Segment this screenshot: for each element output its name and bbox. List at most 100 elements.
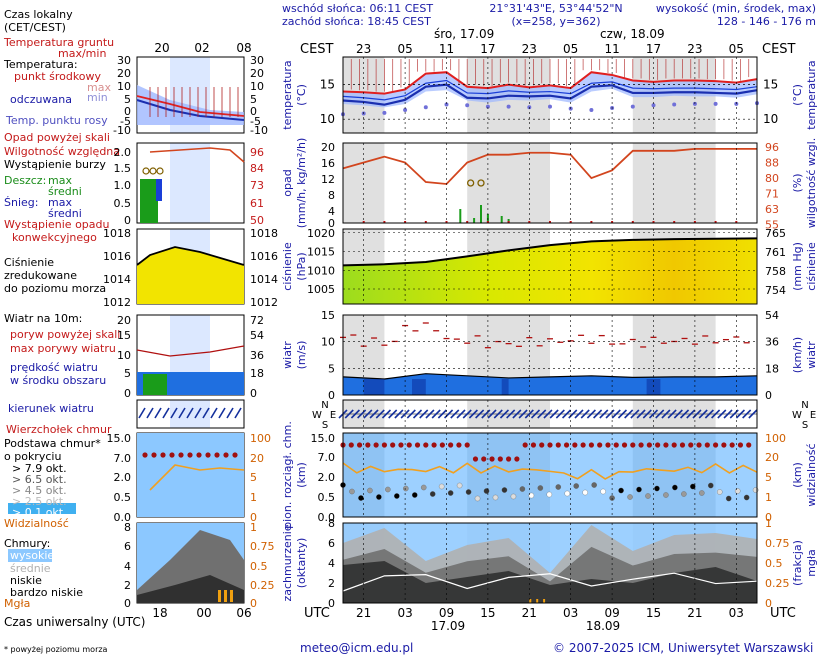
cloud-top-point bbox=[439, 442, 445, 448]
legend-okt-0: > 7.9 okt. bbox=[12, 462, 67, 475]
dewpoint-point bbox=[630, 104, 635, 109]
local-hour-tick: 11 bbox=[604, 42, 619, 56]
precip-tick-left: 0 bbox=[328, 217, 335, 230]
utc-hour-tick: 09 bbox=[604, 606, 619, 620]
legend-right-tick: 0 bbox=[250, 387, 257, 400]
legend-left-tick: 10 bbox=[117, 349, 131, 362]
cloud-top-point bbox=[671, 442, 677, 448]
legend-left-tick: 6 bbox=[124, 540, 131, 553]
convective-marker bbox=[652, 221, 655, 223]
utc-hour-tick: 21 bbox=[356, 606, 371, 620]
legend-left-tick: 0.5 bbox=[114, 197, 132, 210]
cloud-top-point bbox=[704, 442, 710, 448]
cloud-base-point bbox=[447, 490, 454, 496]
legend-convective-2: konwekcyjnego bbox=[12, 231, 97, 244]
legend-temperature: Temperatura: bbox=[3, 58, 78, 71]
wind-direction-arrow bbox=[499, 409, 510, 419]
legend-left-tick: 0 bbox=[124, 387, 131, 400]
cloud-top-point bbox=[464, 442, 470, 448]
panel-frame bbox=[342, 432, 758, 518]
wind-direction-arrow bbox=[524, 409, 534, 419]
legend-humidity-line bbox=[149, 147, 245, 163]
cloud-top-point bbox=[547, 442, 553, 448]
precip-bar bbox=[480, 205, 482, 223]
cloud-top-point bbox=[398, 442, 404, 448]
cloud-base-point bbox=[708, 482, 714, 489]
wind-direction-arrow bbox=[729, 409, 739, 419]
legend-convective-1: Wystąpienie opadu bbox=[4, 218, 109, 231]
clouds-tick-left: 2 bbox=[328, 577, 335, 590]
legend-direction-arrow bbox=[146, 407, 154, 419]
precip-tick-left: 20 bbox=[321, 141, 335, 154]
right-axis-title: wiatr bbox=[805, 341, 818, 369]
legend-right-tick: 61 bbox=[250, 197, 264, 210]
legend-right-tick: 72 bbox=[250, 314, 264, 327]
precip-tick-left: 8 bbox=[328, 189, 335, 202]
cloud-top-point bbox=[663, 442, 669, 448]
legend-right-tick: 1 bbox=[250, 491, 257, 504]
wind-direction-arrow bbox=[667, 409, 677, 419]
local-time-title-line2: (CET/CEST) bbox=[4, 21, 66, 34]
cloud-top-point bbox=[621, 442, 628, 448]
left-axis-unit: (m/s) bbox=[295, 341, 308, 370]
legend-left-tick: 0 bbox=[124, 597, 131, 610]
panel-frame bbox=[342, 399, 758, 429]
right-axis-title: widzialność bbox=[805, 443, 818, 506]
sunset-text: zachód słońca: 18:45 CEST bbox=[282, 15, 431, 28]
legend-direction-arrow bbox=[154, 407, 162, 419]
legend-left-tick: 0.0 bbox=[114, 511, 132, 524]
dewpoint-point bbox=[548, 104, 552, 109]
wind-direction-arrow bbox=[350, 409, 360, 419]
wind-direction-arrow bbox=[437, 409, 447, 419]
cloud-base-point bbox=[627, 494, 633, 500]
legend-left-tick: 7.0 bbox=[114, 452, 132, 465]
legend-precip-over: Opad powyżej skali bbox=[4, 131, 110, 144]
dewpoint-point bbox=[444, 102, 449, 107]
convective-marker bbox=[466, 221, 469, 223]
legend-right-tick: 1016 bbox=[250, 250, 278, 263]
night-band bbox=[467, 433, 550, 517]
cloud-base-point bbox=[654, 485, 660, 492]
cloud-base-point bbox=[555, 484, 562, 490]
legend-okt-4: > 0.1 okt. bbox=[12, 506, 67, 519]
wind-direction-arrow bbox=[518, 409, 528, 419]
pressure-tick-right: 758 bbox=[765, 265, 786, 278]
panel-frame bbox=[342, 142, 758, 224]
legend-panel-frame bbox=[136, 142, 245, 224]
clouds-tick-left: 8 bbox=[328, 517, 335, 530]
fog-tick-right: 1 bbox=[765, 517, 772, 530]
legend-right-tick: 20 bbox=[250, 452, 264, 465]
legend-storm-marker bbox=[149, 167, 157, 175]
legend-rain-max: max bbox=[48, 174, 72, 187]
legend-rain-mid: średni bbox=[48, 185, 82, 198]
wind-direction-arrow bbox=[561, 409, 572, 419]
convective-marker bbox=[693, 221, 696, 223]
compass-s: S bbox=[802, 420, 808, 431]
cloud-base-point bbox=[699, 490, 705, 496]
pressure-tick-left: 1005 bbox=[307, 283, 335, 296]
left-axis-title: opad bbox=[281, 169, 294, 196]
right-axis-unit: (%) bbox=[791, 173, 804, 192]
panel-frame bbox=[342, 56, 758, 134]
cloud-base-point bbox=[367, 487, 373, 494]
storm-marker bbox=[466, 179, 475, 187]
legend-right-tick: 96 bbox=[250, 146, 264, 159]
convective-marker bbox=[590, 221, 593, 223]
legend-direction-arrow bbox=[186, 407, 194, 419]
cloud-top-point bbox=[406, 442, 412, 448]
cloud-base-point bbox=[385, 486, 391, 493]
cloud-top-point bbox=[348, 442, 354, 448]
legend-local-hour-tick: 02 bbox=[194, 41, 209, 55]
panel-frame bbox=[342, 314, 758, 396]
cloud-top-point bbox=[373, 442, 379, 448]
cloud-top-point bbox=[514, 456, 520, 462]
email-link[interactable]: meteo@icm.edu.pl bbox=[300, 641, 414, 655]
temp-tick-right: 15 bbox=[763, 78, 778, 92]
legend-left-tick: 2 bbox=[124, 579, 131, 592]
humidity-tick-right: 55 bbox=[765, 219, 779, 232]
dewpoint-point bbox=[713, 101, 718, 106]
cloud-top-point bbox=[572, 442, 578, 448]
wind-direction-arrow bbox=[412, 409, 423, 419]
contact-email[interactable]: meteo@icm.edu.pl bbox=[300, 642, 413, 655]
